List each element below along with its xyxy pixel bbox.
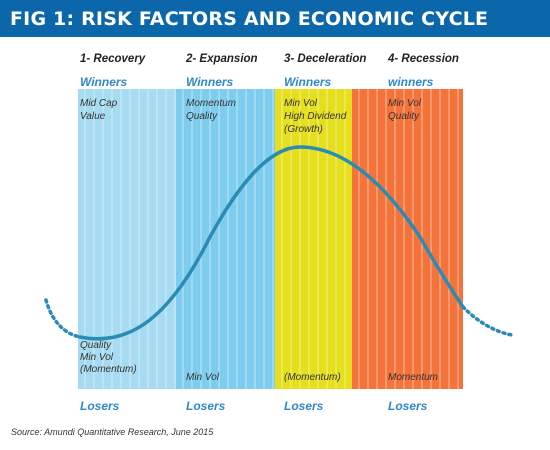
cycle-curve-trail bbox=[461, 305, 514, 337]
winners-heading-recession: winners bbox=[388, 75, 434, 89]
winners-heading-deceleration: Winners bbox=[284, 75, 332, 89]
phase-bands bbox=[44, 89, 514, 389]
winners-heading-expansion: Winners bbox=[186, 75, 234, 89]
loser-item-recession-1: Momentum bbox=[388, 372, 439, 383]
winner-item-recession-1: Min Vol bbox=[388, 98, 421, 109]
winner-item-expansion-2: Quality bbox=[186, 111, 218, 122]
losers-heading-deceleration: Losers bbox=[284, 399, 324, 413]
winner-item-deceleration-2: High Dividend bbox=[284, 111, 347, 122]
economic-cycle-diagram: 1- Recovery Winners Mid Cap Value Qualit… bbox=[0, 37, 550, 427]
figure-title: FIG 1: RISK FACTORS AND ECONOMIC CYCLE bbox=[10, 7, 489, 30]
losers-heading-recession: Losers bbox=[388, 399, 428, 413]
phase-band-2 bbox=[176, 89, 275, 389]
loser-item-expansion-1: Min Vol bbox=[186, 372, 219, 383]
winners-heading-recovery: Winners bbox=[80, 75, 128, 89]
winner-item-recovery-1: Mid Cap bbox=[80, 98, 118, 109]
source-note: Source: Amundi Quantitative Research, Ju… bbox=[11, 427, 214, 437]
phase-title-recovery: 1- Recovery bbox=[80, 53, 146, 65]
losers-heading-recovery: Losers bbox=[80, 399, 120, 413]
phase-title-expansion: 2- Expansion bbox=[186, 53, 258, 65]
winner-item-recovery-2: Value bbox=[80, 111, 106, 122]
losers-heading-expansion: Losers bbox=[186, 399, 226, 413]
phase-title-recession: 4- Recession bbox=[388, 53, 459, 65]
figure-header: FIG 1: RISK FACTORS AND ECONOMIC CYCLE bbox=[0, 0, 550, 37]
cycle-curve bbox=[78, 145, 465, 341]
loser-item-deceleration-1: (Momentum) bbox=[284, 372, 341, 383]
winner-item-deceleration-3: (Growth) bbox=[284, 124, 323, 135]
phase-band-3 bbox=[275, 89, 352, 389]
winner-item-deceleration-1: Min Vol bbox=[284, 98, 317, 109]
winner-item-expansion-1: Momentum bbox=[186, 98, 237, 109]
loser-item-recovery-3: (Momentum) bbox=[80, 364, 137, 375]
phase-band-4 bbox=[352, 89, 463, 389]
loser-item-recovery-1: Quality bbox=[80, 340, 112, 351]
cycle-curve-lead-in bbox=[44, 298, 82, 339]
winner-item-recession-2: Quality bbox=[388, 111, 420, 122]
loser-item-recovery-2: Min Vol bbox=[80, 352, 113, 363]
phase-title-deceleration: 3- Deceleration bbox=[284, 53, 367, 65]
